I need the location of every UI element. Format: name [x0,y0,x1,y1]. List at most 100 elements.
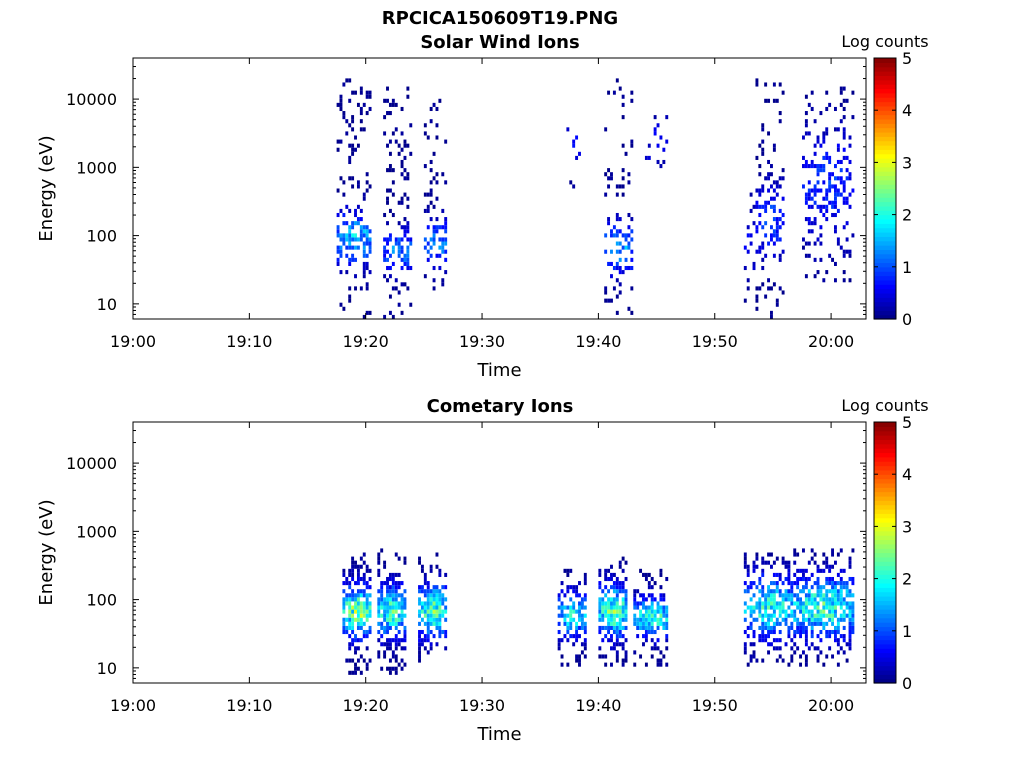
heatmap-cell [391,617,395,622]
heatmap-cell [665,605,669,610]
heatmap-cell [432,601,436,606]
heatmap-cell [825,131,829,136]
colorbar-step [874,656,896,662]
heatmap-cell [764,609,768,614]
heatmap-cell [342,581,346,586]
heatmap-cell [383,253,387,258]
heatmap-cell [621,556,625,561]
heatmap-cell [842,625,846,630]
heatmap-cell [816,576,820,582]
heatmap-cell [403,646,407,651]
heatmap-cell [400,265,404,271]
heatmap-cell [386,241,389,246]
heatmap-cell [775,98,779,103]
heatmap-cell [610,634,613,639]
heatmap-cell [758,172,762,177]
heatmap-cell [432,634,436,639]
heatmap-cell [802,625,805,630]
heatmap-cell [775,180,779,185]
heatmap-cell [397,556,401,561]
heatmap-cell [604,609,608,614]
heatmap-cell [429,180,433,185]
x-tick-label: 19:00 [110,696,156,715]
heatmap-cell [802,184,805,189]
heatmap-cell [775,221,779,226]
heatmap-cell [604,662,608,667]
heatmap-cell [583,638,587,643]
heatmap-cell [362,265,366,271]
colorbar-step [874,149,896,155]
heatmap-cell [368,576,372,582]
heatmap-cell [816,568,820,573]
heatmap-cell [359,617,363,622]
heatmap-cell [386,196,389,201]
heatmap-cell [746,233,750,238]
heatmap-cell [842,127,846,132]
heatmap-cell [767,621,771,626]
heatmap-cell [429,192,433,197]
heatmap-cell [781,290,785,295]
colorbar-step [874,487,896,493]
heatmap-cell [391,589,395,594]
heatmap-cell [749,233,753,238]
colorbar-step [874,288,896,294]
heatmap-cell [746,589,750,594]
heatmap-cell [746,572,750,577]
heatmap-cell [772,82,776,87]
heatmap-cell [752,221,756,226]
heatmap-cell [394,241,398,246]
heatmap-cell [810,601,814,606]
heatmap-cell [804,629,808,635]
heatmap-cell [345,625,349,630]
heatmap-cell [804,625,808,630]
heatmap-cell [639,617,643,622]
heatmap-cell [813,274,817,279]
heatmap-cell [418,601,421,606]
heatmap-cell [650,613,654,618]
heatmap-cell [348,298,352,303]
heatmap-cell [426,613,430,618]
heatmap-cell [400,601,404,606]
heatmap-cell [813,552,817,557]
heatmap-cell [799,605,803,610]
colorbar-step [874,240,896,246]
heatmap-cell [604,634,608,639]
heatmap-cell [351,560,355,565]
heatmap-cell [822,164,826,169]
heatmap-cell [441,593,445,598]
heatmap-cell [578,601,581,606]
heatmap-cell [848,192,852,197]
heatmap-cell [604,585,608,590]
heatmap-cell [665,609,669,614]
heatmap-cell [810,617,814,622]
heatmap-cell [807,241,811,246]
colorbar-step [874,591,896,597]
heatmap-cell [583,629,587,635]
heatmap-cell [400,581,404,586]
heatmap-cell [775,298,779,303]
heatmap-cell [383,654,387,659]
heatmap-cell [834,261,837,266]
heatmap-cell [618,249,622,254]
heatmap-cell [624,650,628,655]
heatmap-cell [630,286,634,291]
heatmap-cell [612,601,616,606]
heatmap-cell [610,621,613,626]
heatmap-cell [444,646,448,651]
heatmap-cell [770,233,773,238]
heatmap-cell [572,642,576,647]
heatmap-cell [761,241,765,246]
heatmap-cell [621,102,625,107]
heatmap-cell [391,593,395,598]
heatmap-cell [391,597,395,602]
heatmap-cell [848,564,852,569]
heatmap-cell [851,90,855,95]
heatmap-cell [796,585,800,590]
heatmap-cell [418,650,421,655]
heatmap-cell [624,265,628,271]
heatmap-cell [834,560,837,565]
heatmap-cell [397,249,401,254]
colorbar-label: Log counts [841,32,928,51]
colorbar-step [874,439,896,445]
heatmap-cell [647,572,651,577]
